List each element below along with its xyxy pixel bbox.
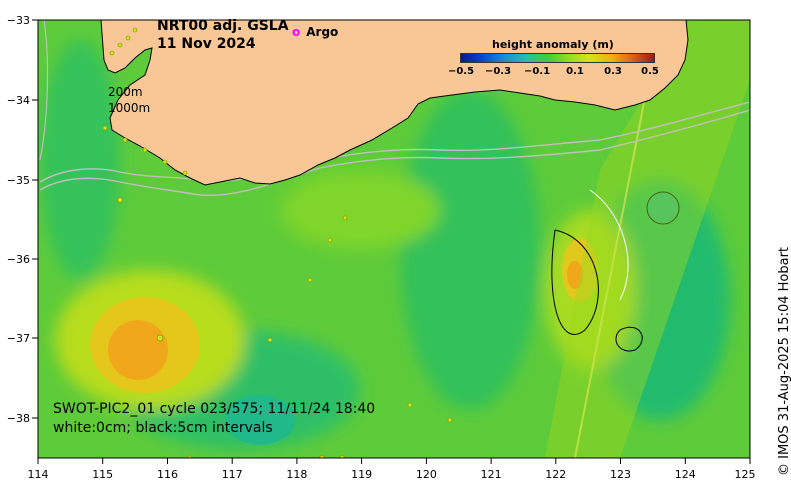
isobath-label-1000m: 1000m (108, 101, 151, 115)
cool-anomaly-west (40, 40, 120, 280)
black-contour-2 (615, 327, 643, 352)
y-tick-label: −33 (7, 14, 30, 27)
x-tick-label: 116 (157, 468, 178, 481)
isobath-1000m (39, 109, 750, 197)
colorbar (460, 53, 655, 63)
y-tick-label: −36 (7, 253, 30, 266)
anomaly-field (38, 20, 750, 458)
x-tick-label: 121 (481, 468, 502, 481)
x-tick-label: 124 (675, 468, 696, 481)
map-title: NRT00 adj. GSLA 11 Nov 2024 (157, 17, 289, 53)
black-contour-1 (551, 229, 599, 335)
argo-floats (102, 27, 453, 458)
x-tick-label: 114 (28, 468, 49, 481)
cool-anomaly-center (400, 90, 540, 410)
x-tick-label: 120 (416, 468, 437, 481)
colorbar-title: height anomaly (m) (492, 38, 614, 51)
argo-label: Argo (306, 25, 339, 39)
product-title: NRT00 adj. GSLA (157, 18, 289, 34)
colorbar-tick: −0.1 (523, 66, 551, 77)
colorbar-tick: 0.5 (641, 66, 659, 77)
imos-credit: © IMOS 31-Aug-2025 15:04 Hobart (777, 246, 791, 476)
x-tick-label: 123 (610, 468, 631, 481)
y-tick-label: −35 (7, 174, 30, 187)
cool-eddy-contour (646, 191, 680, 225)
swot-caption: SWOT-PIC2_01 cycle 023/575; 11/11/24 18:… (53, 400, 375, 438)
argo-marker-icon: o (292, 25, 301, 39)
colorbar-tick: −0.3 (484, 66, 512, 77)
warm-tongue-north (280, 170, 440, 250)
date-title: 11 Nov 2024 (157, 36, 256, 52)
white-contour-1 (589, 189, 629, 301)
x-tick-label: 118 (286, 468, 307, 481)
isobath-200m (39, 101, 750, 183)
isobath-label-200m: 200m (108, 85, 143, 99)
y-tick-label: −37 (7, 332, 30, 345)
argo-legend: o Argo (292, 25, 338, 39)
x-tick-label: 125 (735, 468, 756, 481)
y-axis-labels: −33 −34 −35 −36 −37 −38 (7, 14, 30, 425)
x-tick-label: 122 (545, 468, 566, 481)
colorbar-tick: 0.3 (604, 66, 622, 77)
map-frame (37, 19, 751, 459)
colorbar-tick: 0.1 (566, 66, 584, 77)
tick-marks (32, 19, 751, 464)
swot-pass-info: SWOT-PIC2_01 cycle 023/575; 11/11/24 18:… (53, 401, 376, 417)
cool-eddy-south (225, 395, 295, 445)
y-tick-label: −38 (7, 412, 30, 425)
x-tick-label: 117 (222, 468, 243, 481)
x-tick-label: 115 (92, 468, 113, 481)
isobath-legend: 200m 1000m (108, 84, 150, 116)
colorbar-tick: −0.5 (447, 66, 475, 77)
warm-anomaly-core (108, 320, 168, 380)
warm-eddy-core (567, 261, 583, 289)
y-tick-label: −34 (7, 94, 30, 107)
isobath-west (39, 20, 49, 161)
contour-legend: white:0cm; black:5cm intervals (53, 420, 273, 436)
x-axis-labels: 114 115 116 117 118 119 120 121 122 123 … (28, 468, 756, 481)
x-tick-label: 119 (351, 468, 372, 481)
